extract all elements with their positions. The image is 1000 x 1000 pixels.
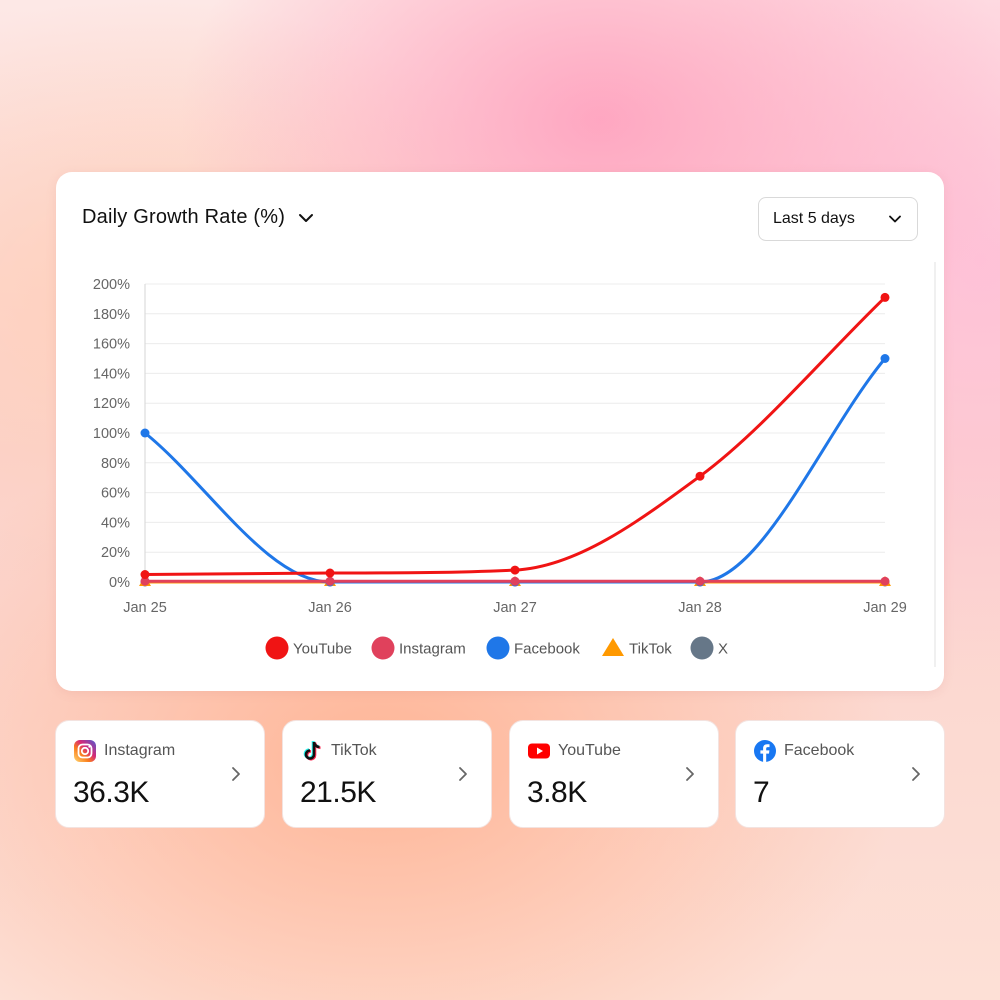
- stat-name: Instagram: [104, 742, 176, 759]
- y-tick-label: 60%: [101, 486, 130, 502]
- data-point-instagram: [880, 576, 890, 586]
- instagram-icon: [74, 740, 96, 762]
- chart-title-dropdown[interactable]: Daily Growth Rate (%): [82, 206, 315, 229]
- growth-chart-card: Daily Growth Rate (%) Last 5 days 0% 20% 4…: [56, 172, 944, 691]
- date-range-select[interactable]: Last 5 days: [758, 197, 918, 241]
- data-point-instagram: [695, 576, 705, 586]
- legend-label-instagram: Instagram: [399, 641, 466, 658]
- stat-value: 36.3K: [73, 776, 149, 809]
- legend-marker-tiktok: [602, 638, 624, 656]
- stat-card-youtube[interactable]: YouTube 3.8K: [509, 720, 719, 828]
- legend-label-tiktok: TikTok: [629, 641, 672, 658]
- line-chart: 0% 20% 40% 60% 80% 100% 120% 140% 160% 180% 200% Ja…: [93, 277, 907, 660]
- y-tick-label: 100%: [93, 426, 130, 442]
- data-point-youtube: [510, 565, 520, 575]
- chevron-right-icon: [459, 767, 467, 781]
- stat-name: YouTube: [558, 742, 621, 759]
- x-tick-label: Jan 26: [308, 600, 352, 616]
- chevron-right-icon: [232, 767, 240, 781]
- legend-marker-instagram: [371, 636, 395, 660]
- y-tick-label: 0%: [109, 575, 130, 591]
- legend-marker-youtube: [265, 636, 289, 660]
- data-point-instagram: [325, 576, 335, 586]
- stat-value: 3.8K: [527, 776, 587, 809]
- data-point-facebook: [140, 428, 150, 438]
- y-tick-label: 120%: [93, 396, 130, 412]
- chevron-down-icon: [299, 213, 314, 222]
- data-point-instagram: [140, 576, 150, 586]
- series-line-youtube: [144, 296, 887, 577]
- youtube-icon: [528, 743, 550, 759]
- y-tick-label: 160%: [93, 337, 130, 353]
- y-tick-label: 80%: [101, 456, 130, 472]
- stat-name: Facebook: [784, 742, 855, 759]
- legend-label-facebook: Facebook: [514, 641, 580, 658]
- stat-card-instagram[interactable]: Instagram 36.3K: [55, 720, 265, 828]
- stat-name: TikTok: [331, 742, 377, 759]
- data-point-youtube: [695, 471, 705, 481]
- chevron-down-icon: [889, 215, 901, 223]
- y-tick-label: 20%: [101, 545, 130, 561]
- chevron-right-icon: [686, 767, 694, 781]
- series-line-facebook: [144, 357, 887, 584]
- legend-marker-facebook: [486, 636, 510, 660]
- chart-title: Daily Growth Rate (%): [82, 206, 286, 228]
- data-point-youtube: [325, 568, 335, 578]
- data-point-instagram: [510, 576, 520, 586]
- x-tick-label: Jan 29: [863, 600, 907, 616]
- y-tick-label: 180%: [93, 307, 130, 323]
- data-point-facebook: [880, 354, 890, 363]
- x-tick-label: Jan 25: [123, 600, 167, 616]
- facebook-icon: [754, 740, 776, 762]
- legend-marker-x: [690, 636, 714, 660]
- x-tick-label: Jan 28: [678, 600, 722, 616]
- legend-label-youtube: YouTube: [293, 641, 352, 658]
- stat-value: 7: [753, 776, 770, 809]
- data-point-youtube: [880, 292, 890, 302]
- date-range-value: Last 5 days: [773, 210, 855, 227]
- stat-value: 21.5K: [300, 776, 376, 809]
- y-tick-label: 200%: [93, 277, 130, 293]
- tiktok-icon: [303, 740, 321, 761]
- chevron-right-icon: [912, 767, 920, 781]
- stat-card-tiktok[interactable]: TikTok 21.5K: [282, 720, 492, 828]
- stat-card-facebook[interactable]: Facebook 7: [735, 720, 945, 828]
- y-tick-label: 40%: [101, 515, 130, 531]
- x-tick-label: Jan 27: [493, 600, 537, 616]
- scrollbar-track[interactable]: [934, 262, 936, 667]
- data-point-youtube: [140, 570, 150, 580]
- y-tick-label: 140%: [93, 366, 130, 382]
- legend-label-x: X: [718, 641, 728, 658]
